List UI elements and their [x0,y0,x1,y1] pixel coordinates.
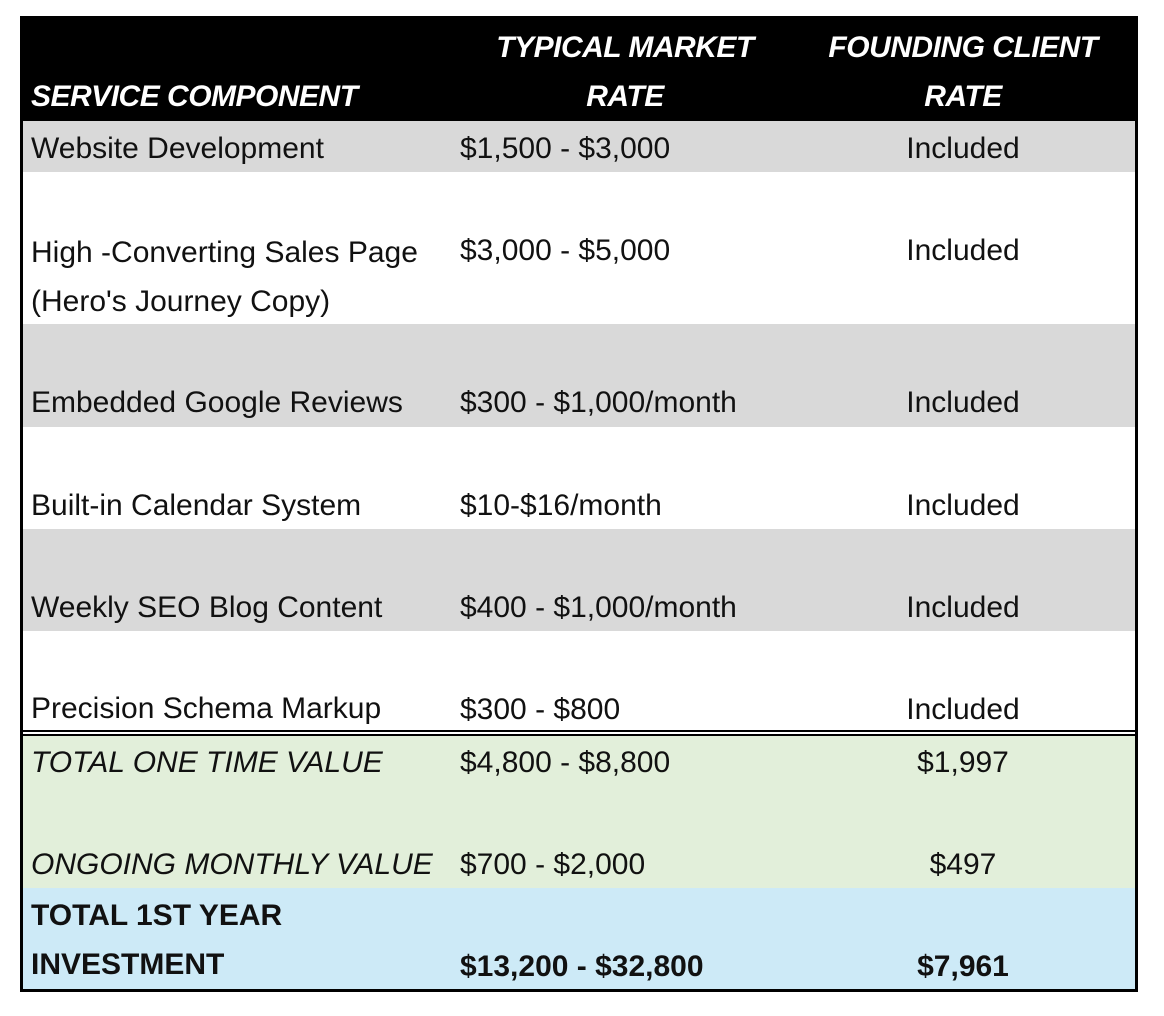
service-component-cell-line2: (Hero's Journey Copy) [31,285,331,318]
table-row: Built-in Calendar System $10-$16/month I… [23,427,1135,529]
investment-label-line1: TOTAL 1ST YEAR [31,899,283,932]
service-component-cell: High -Converting Sales Page [31,236,418,269]
service-component-cell: Built-in Calendar System [31,489,362,522]
investment-market-rate: $13,200 - $32,800 [460,950,704,983]
table-row: High -Converting Sales Page (Hero's Jour… [23,172,1135,324]
market-rate-cell: $3,000 - $5,000 [460,234,671,267]
founding-rate-cell: Included [906,386,1020,419]
founding-rate-cell: Included [906,591,1020,624]
header-founding-rate-line2: RATE [924,80,1002,113]
service-component-cell: Website Development [31,132,324,165]
header-typical-market-rate: TYPICAL MARKET RATE [460,23,790,121]
founding-rate-cell: Included [906,489,1020,522]
service-component-cell: Weekly SEO Blog Content [31,591,383,624]
double-divider [23,730,1135,736]
founding-rate-cell: Included [906,132,1020,165]
header-market-rate-line1: TYPICAL MARKET [496,31,754,64]
table-header: SERVICE COMPONENT TYPICAL MARKET RATE FO… [23,19,1135,121]
table-row: Precision Schema Markup $300 - $800 Incl… [23,631,1135,730]
investment-founding-rate: $7,961 [917,950,1009,983]
ongoing-monthly-label: ONGOING MONTHLY VALUE [31,848,433,881]
investment-row: TOTAL 1ST YEAR INVESTMENT $13,200 - $32,… [23,888,1135,989]
total-one-time-label: TOTAL ONE TIME VALUE [31,746,383,779]
market-rate-cell: $400 - $1,000/month [460,591,737,624]
ongoing-monthly-market-rate: $700 - $2,000 [460,848,646,881]
header-founding-client-rate: FOUNDING CLIENT RATE [813,23,1113,121]
header-service-component: SERVICE COMPONENT [31,80,358,113]
founding-rate-cell: Included [906,693,1020,726]
header-market-rate-line2: RATE [586,80,664,113]
market-rate-cell: $300 - $1,000/month [460,386,737,419]
service-component-cell: Precision Schema Markup [31,692,382,725]
total-one-time-market-rate: $4,800 - $8,800 [460,746,671,779]
total-one-time-founding-rate: $1,997 [917,746,1009,779]
table-row: Website Development $1,500 - $3,000 Incl… [23,121,1135,172]
table-row: Weekly SEO Blog Content $400 - $1,000/mo… [23,529,1135,631]
market-rate-cell: $1,500 - $3,000 [460,132,671,165]
founding-rate-cell: Included [906,234,1020,267]
investment-label-line2: INVESTMENT [31,948,225,981]
ongoing-monthly-founding-rate: $497 [929,848,997,881]
table-row: Embedded Google Reviews $300 - $1,000/mo… [23,324,1135,427]
service-component-cell: Embedded Google Reviews [31,386,403,419]
header-founding-rate-line1: FOUNDING CLIENT [828,31,1098,64]
market-rate-cell: $10-$16/month [460,489,662,522]
totals-block: TOTAL ONE TIME VALUE $4,800 - $8,800 $1,… [23,736,1135,888]
pricing-table: SERVICE COMPONENT TYPICAL MARKET RATE FO… [20,16,1138,992]
market-rate-cell: $300 - $800 [460,693,621,726]
